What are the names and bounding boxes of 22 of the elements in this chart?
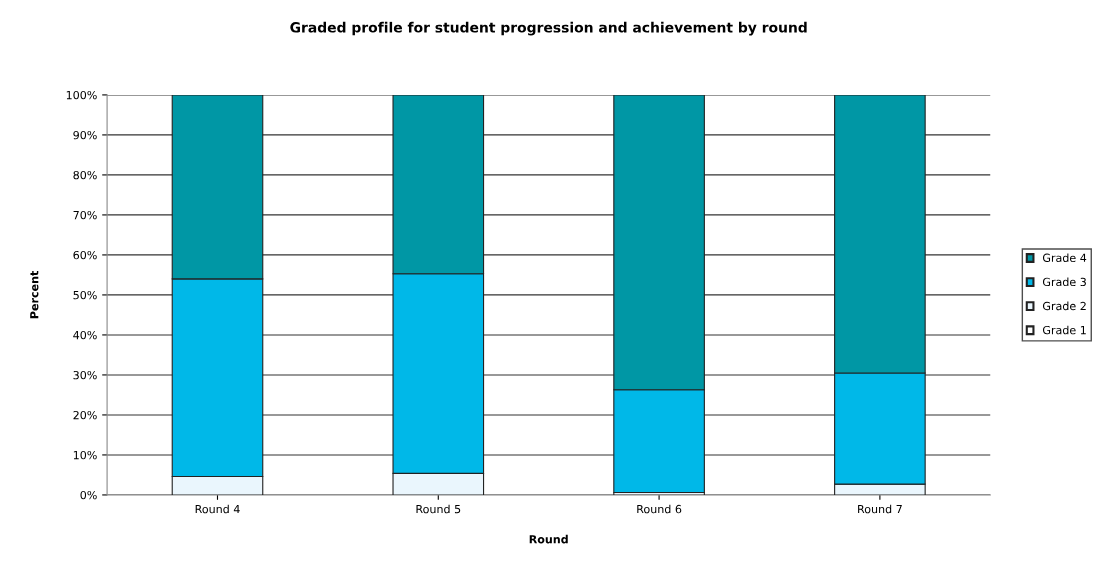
- y-tick-label: 20%: [73, 410, 97, 420]
- x-tick-label: Round 6: [637, 504, 682, 514]
- y-tick-label: 30%: [73, 370, 97, 380]
- legend-label: Grade 4: [1042, 253, 1087, 263]
- x-tick-label: Round 5: [416, 504, 461, 514]
- y-tick-label: 80%: [73, 170, 97, 180]
- y-tick-label: 70%: [73, 210, 97, 220]
- y-tick-label: 10%: [73, 450, 97, 460]
- y-tick-label: 50%: [73, 290, 97, 300]
- y-tick-label: 90%: [73, 130, 97, 140]
- legend-label: Grade 2: [1042, 301, 1086, 311]
- y-tick-label: 40%: [73, 330, 97, 340]
- legend-label: Grade 1: [1042, 325, 1086, 335]
- y-tick-label: 60%: [73, 250, 97, 260]
- x-tick-label: Round 7: [858, 504, 902, 514]
- legend-label: Grade 3: [1042, 277, 1086, 287]
- y-tick-label: 0%: [80, 490, 97, 500]
- y-tick-label: 100%: [66, 90, 97, 100]
- chart-title: Graded profile for student progression and achievement by round: [290, 21, 807, 36]
- x-axis-title: Round: [529, 534, 568, 544]
- x-tick-label: Round 4: [195, 504, 240, 514]
- y-axis-title: Percent: [30, 270, 39, 319]
